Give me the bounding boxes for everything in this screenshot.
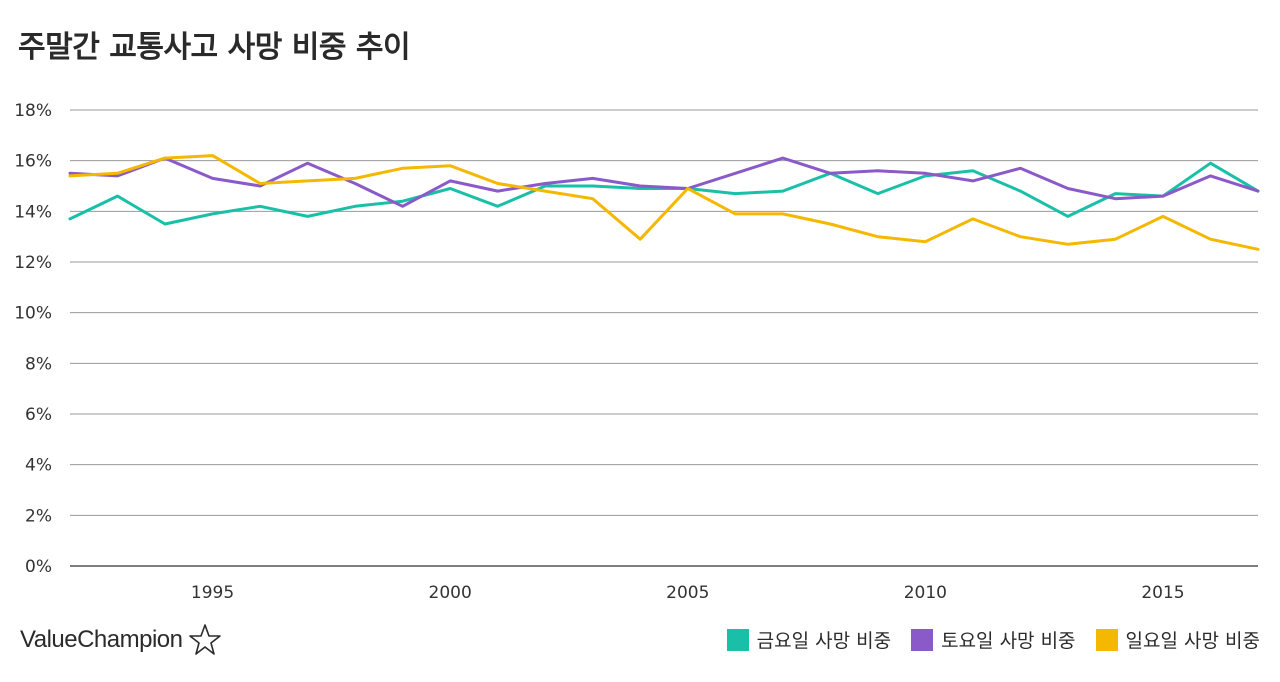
y-tick-label: 2% xyxy=(25,506,52,526)
x-tick-label: 1995 xyxy=(191,583,234,603)
chart-title: 주말간 교통사고 사망 비중 추이 xyxy=(18,30,411,65)
legend-item-friday: 금요일 사망 비중 xyxy=(726,626,892,653)
legend: 금요일 사망 비중 토요일 사망 비중 일요일 사망 비중 xyxy=(726,626,1260,653)
legend-swatch-saturday xyxy=(911,628,934,651)
legend-label-friday: 금요일 사망 비중 xyxy=(756,630,892,652)
legend-label-sunday: 일요일 사망 비중 xyxy=(1125,630,1260,652)
legend-swatch-sunday xyxy=(1095,628,1118,651)
series-line-sunday xyxy=(68,154,1260,251)
x-tick-label: 2005 xyxy=(666,583,709,603)
y-tick-label: 8% xyxy=(25,354,52,374)
x-tick-label: 2000 xyxy=(429,583,472,603)
series-lines xyxy=(68,154,1260,251)
legend-swatch-friday xyxy=(726,628,749,651)
y-axis: 0% 2% 4% 6% 8% 10% 12% 14% 16% 18% xyxy=(14,101,52,577)
y-tick-label: 14% xyxy=(14,202,52,222)
x-tick-label: 2015 xyxy=(1141,583,1184,603)
legend-item-sunday: 일요일 사망 비중 xyxy=(1095,626,1260,653)
brand-name: ValueChampion xyxy=(20,626,183,653)
brand-logo: ValueChampion xyxy=(20,622,223,658)
y-tick-label: 12% xyxy=(14,253,52,273)
legend-item-saturday: 토요일 사망 비중 xyxy=(911,626,1076,653)
y-tick-label: 18% xyxy=(14,101,52,121)
y-tick-label: 4% xyxy=(25,456,52,476)
x-axis: 1995 2000 2005 2010 2015 xyxy=(191,583,1185,603)
grid-lines xyxy=(70,109,1258,567)
series-line-saturday xyxy=(68,156,1260,208)
y-tick-label: 0% xyxy=(25,557,52,577)
y-tick-label: 10% xyxy=(14,304,52,324)
legend-label-saturday: 토요일 사망 비중 xyxy=(941,630,1076,652)
y-tick-label: 16% xyxy=(14,152,52,172)
star-icon xyxy=(188,624,221,655)
y-tick-label: 6% xyxy=(25,405,52,425)
x-tick-label: 2010 xyxy=(904,583,947,603)
